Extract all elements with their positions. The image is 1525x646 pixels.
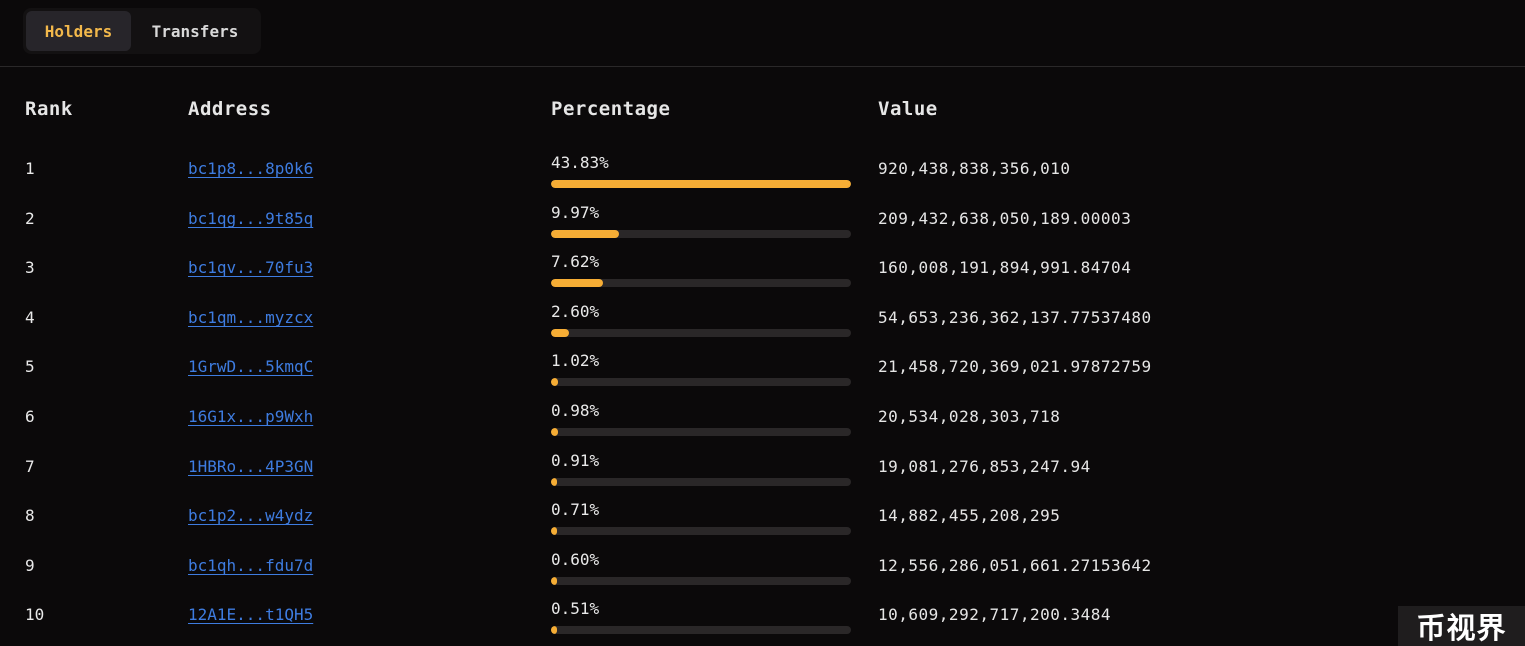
address-link[interactable]: bc1p8...8p0k6 (188, 159, 314, 178)
percentage-cell: 43.83% (551, 154, 851, 188)
percentage-bar-track (551, 428, 851, 436)
percentage-bar-track (551, 626, 851, 634)
tab-holders[interactable]: Holders (26, 11, 131, 51)
percentage-cell: 7.62% (551, 253, 851, 287)
address-link[interactable]: 12A1E...t1QH5 (188, 605, 314, 624)
value-cell: 54,653,236,362,137.77537480 (878, 308, 1152, 327)
table-row: 3 bc1qv...70fu3 7.62% 160,008,191,894,991.8… (0, 249, 1525, 299)
percentage-bar-fill (551, 279, 604, 287)
table-row: 4 bc1qm...myzcx 2.60% 54,653,236,362,137.77… (0, 299, 1525, 349)
percentage-bar-track (551, 527, 851, 535)
percentage-bar-track (551, 478, 851, 486)
percentage-cell: 2.60% (551, 303, 851, 337)
percentage-bar-fill (551, 527, 557, 535)
column-header-address: Address (188, 98, 272, 120)
percentage-text: 1.02% (551, 351, 600, 370)
rank-cell: 4 (25, 308, 35, 327)
percentage-bar-fill (551, 428, 558, 436)
percentage-text: 9.97% (551, 203, 600, 222)
table-row: 1 bc1p8...8p0k6 43.83% 920,438,838,356,010 (0, 150, 1525, 200)
column-header-percentage: Percentage (551, 98, 671, 120)
value-cell: 12,556,286,051,661.27153642 (878, 556, 1152, 575)
table-row: 6 16G1x...p9Wxh 0.98% 20,534,028,303,718 (0, 398, 1525, 448)
address-link[interactable]: bc1qm...myzcx (188, 308, 314, 327)
percentage-bar-track (551, 378, 851, 386)
rank-cell: 1 (25, 159, 35, 178)
address-link[interactable]: bc1qv...70fu3 (188, 258, 314, 277)
address-link[interactable]: 1GrwD...5kmqC (188, 357, 314, 376)
percentage-text: 0.71% (551, 500, 600, 519)
address-link[interactable]: 1HBRo...4P3GN (188, 457, 314, 476)
value-cell: 19,081,276,853,247.94 (878, 457, 1091, 476)
value-cell: 10,609,292,717,200.3484 (878, 605, 1112, 624)
watermark-logo: 币视界 (1398, 606, 1525, 646)
percentage-bar-track (551, 329, 851, 337)
percentage-text: 7.62% (551, 252, 600, 271)
table-row: 2 bc1qg...9t85q 9.97% 209,432,638,050,189.0… (0, 200, 1525, 250)
address-link[interactable]: bc1p2...w4ydz (188, 506, 314, 525)
percentage-text: 0.91% (551, 451, 600, 470)
rank-cell: 6 (25, 407, 35, 426)
value-cell: 20,534,028,303,718 (878, 407, 1061, 426)
percentage-cell: 0.91% (551, 452, 851, 486)
percentage-bar-fill (551, 180, 851, 188)
rank-cell: 10 (25, 605, 45, 624)
percentage-text: 0.60% (551, 550, 600, 569)
value-cell: 21,458,720,369,021.97872759 (878, 357, 1152, 376)
percentage-cell: 0.71% (551, 501, 851, 535)
column-header-value: Value (878, 98, 938, 120)
address-link[interactable]: 16G1x...p9Wxh (188, 407, 314, 426)
percentage-cell: 9.97% (551, 204, 851, 238)
rank-cell: 8 (25, 506, 35, 525)
percentage-bar-track (551, 279, 851, 287)
percentage-bar-track (551, 230, 851, 238)
percentage-cell: 0.60% (551, 551, 851, 585)
rank-cell: 2 (25, 209, 35, 228)
rank-cell: 9 (25, 556, 35, 575)
percentage-text: 0.51% (551, 599, 600, 618)
percentage-bar-fill (551, 577, 557, 585)
table-row: 10 12A1E...t1QH5 0.51% 10,609,292,717,200.3… (0, 596, 1525, 646)
value-cell: 920,438,838,356,010 (878, 159, 1071, 178)
percentage-text: 2.60% (551, 302, 600, 321)
header-divider (0, 66, 1525, 67)
percentage-bar-track (551, 577, 851, 585)
percentage-text: 43.83% (551, 153, 609, 172)
rank-cell: 3 (25, 258, 35, 277)
value-cell: 160,008,191,894,991.84704 (878, 258, 1132, 277)
tab-transfers[interactable]: Transfers (151, 21, 239, 41)
percentage-bar-fill (551, 378, 558, 386)
tab-bar: Holders Transfers (23, 8, 261, 54)
rank-cell: 5 (25, 357, 35, 376)
address-link[interactable]: bc1qh...fdu7d (188, 556, 314, 575)
table-row: 8 bc1p2...w4ydz 0.71% 14,882,455,208,295 (0, 497, 1525, 547)
address-link[interactable]: bc1qg...9t85q (188, 209, 314, 228)
percentage-bar-fill (551, 478, 558, 486)
percentage-bar-fill (551, 230, 620, 238)
percentage-cell: 0.98% (551, 402, 851, 436)
percentage-bar-fill (551, 329, 569, 337)
percentage-bar-track (551, 180, 851, 188)
column-header-rank: Rank (25, 98, 73, 120)
table-header: Rank Address Percentage Value (0, 98, 1525, 128)
percentage-bar-fill (551, 626, 557, 634)
percentage-cell: 0.51% (551, 600, 851, 634)
percentage-text: 0.98% (551, 401, 600, 420)
percentage-cell: 1.02% (551, 352, 851, 386)
table-row: 5 1GrwD...5kmqC 1.02% 21,458,720,369,021.97… (0, 348, 1525, 398)
value-cell: 209,432,638,050,189.00003 (878, 209, 1132, 228)
rank-cell: 7 (25, 457, 35, 476)
table-row: 9 bc1qh...fdu7d 0.60% 12,556,286,051,661.27… (0, 547, 1525, 597)
table-row: 7 1HBRo...4P3GN 0.91% 19,081,276,853,247.94 (0, 448, 1525, 498)
value-cell: 14,882,455,208,295 (878, 506, 1061, 525)
